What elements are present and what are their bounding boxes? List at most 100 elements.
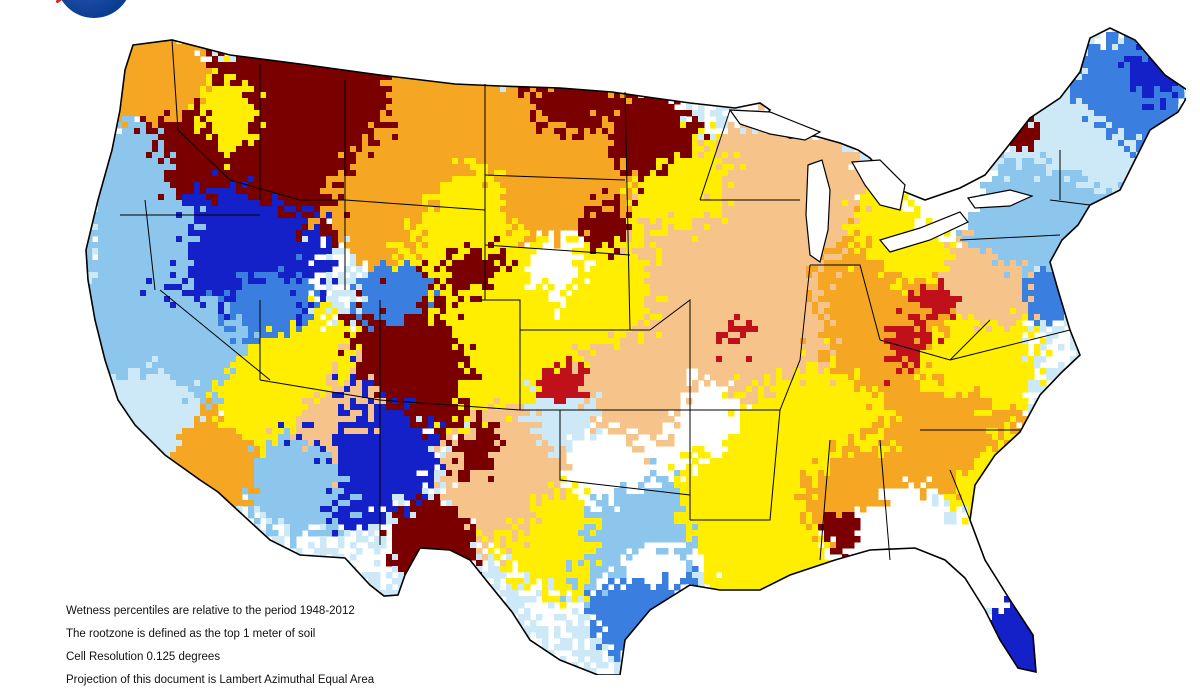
moisture-cell: [824, 32, 831, 39]
moisture-cell: [1118, 170, 1125, 177]
moisture-cell: [332, 86, 339, 93]
moisture-cell: [980, 116, 987, 123]
moisture-cell: [392, 194, 399, 201]
moisture-cell: [656, 50, 663, 57]
moisture-cell: [1076, 92, 1083, 99]
moisture-cell: [182, 62, 189, 69]
moisture-cell: [1028, 86, 1035, 93]
moisture-cell: [728, 176, 735, 183]
moisture-cell: [188, 92, 195, 99]
moisture-cell: [596, 146, 603, 153]
moisture-cell: [512, 176, 519, 183]
moisture-cell: [422, 110, 429, 117]
moisture-cell: [290, 20, 297, 27]
moisture-cell: [782, 170, 789, 177]
moisture-cell: [338, 86, 345, 93]
moisture-cell: [98, 92, 105, 99]
moisture-cell: [428, 104, 435, 111]
moisture-cell: [1124, 164, 1131, 171]
moisture-cell: [752, 194, 759, 201]
moisture-cell: [896, 158, 903, 165]
moisture-cell: [392, 134, 399, 141]
moisture-cell: [680, 122, 687, 129]
moisture-cell: [1118, 20, 1125, 27]
moisture-cell: [662, 164, 669, 171]
moisture-cell: [944, 32, 951, 39]
moisture-cell: [686, 140, 693, 147]
moisture-cell: [1136, 74, 1143, 81]
moisture-cell: [1088, 50, 1095, 57]
moisture-cell: [512, 152, 519, 159]
moisture-cell: [464, 128, 471, 135]
moisture-cell: [734, 146, 741, 153]
moisture-cell: [530, 62, 537, 69]
moisture-cell: [524, 158, 531, 165]
moisture-cell: [1064, 92, 1071, 99]
moisture-cell: [158, 164, 165, 171]
moisture-cell: [560, 212, 567, 219]
moisture-cell: [740, 146, 747, 153]
moisture-cell: [92, 104, 99, 111]
moisture-cell: [704, 158, 711, 165]
moisture-cell: [866, 110, 873, 117]
moisture-cell: [422, 146, 429, 153]
moisture-cell: [944, 122, 951, 129]
moisture-cell: [800, 170, 807, 177]
moisture-cell: [284, 98, 291, 105]
moisture-cell: [416, 98, 423, 105]
moisture-cell: [1004, 92, 1011, 99]
moisture-cell: [440, 170, 447, 177]
moisture-cell: [260, 158, 267, 165]
moisture-cell: [812, 56, 819, 63]
moisture-cell: [242, 134, 249, 141]
moisture-cell: [428, 44, 435, 51]
moisture-cell: [722, 188, 729, 195]
moisture-cell: [548, 56, 555, 63]
moisture-cell: [350, 80, 357, 87]
moisture-cell: [1028, 104, 1035, 111]
moisture-cell: [1124, 50, 1131, 57]
moisture-cell: [602, 74, 609, 81]
moisture-cell: [314, 158, 321, 165]
moisture-cell: [230, 170, 237, 177]
moisture-cell: [1064, 140, 1071, 147]
moisture-cell: [176, 200, 183, 207]
moisture-cell: [266, 176, 273, 183]
moisture-cell: [608, 50, 615, 57]
moisture-cell: [200, 32, 207, 39]
moisture-cell: [248, 110, 255, 117]
moisture-cell: [206, 50, 213, 57]
moisture-cell: [608, 74, 615, 81]
moisture-cell: [248, 134, 255, 141]
moisture-cell: [236, 128, 243, 135]
moisture-cell: [860, 28, 867, 33]
moisture-cell: [206, 206, 213, 213]
moisture-cell: [776, 200, 783, 207]
moisture-cell: [980, 50, 987, 57]
moisture-cell: [362, 80, 369, 87]
moisture-cell: [482, 32, 489, 39]
moisture-cell: [548, 68, 555, 75]
moisture-cell: [812, 122, 819, 129]
moisture-cell: [584, 68, 591, 75]
moisture-cell: [320, 140, 327, 147]
moisture-cell: [374, 110, 381, 117]
moisture-cell: [398, 134, 405, 141]
moisture-cell: [794, 194, 801, 201]
moisture-cell: [830, 110, 837, 117]
moisture-cell: [1100, 170, 1107, 177]
moisture-cell: [914, 146, 921, 153]
moisture-cell: [290, 56, 297, 63]
moisture-cell: [434, 170, 441, 177]
moisture-cell: [674, 116, 681, 123]
moisture-cell: [302, 212, 309, 219]
moisture-cell: [632, 116, 639, 123]
moisture-cell: [416, 86, 423, 93]
moisture-cell: [254, 182, 261, 189]
moisture-cell: [164, 188, 171, 195]
moisture-cell: [458, 98, 465, 105]
moisture-cell: [1052, 116, 1059, 123]
moisture-cell: [140, 128, 147, 135]
moisture-cell: [410, 140, 417, 147]
moisture-cell: [488, 110, 495, 117]
